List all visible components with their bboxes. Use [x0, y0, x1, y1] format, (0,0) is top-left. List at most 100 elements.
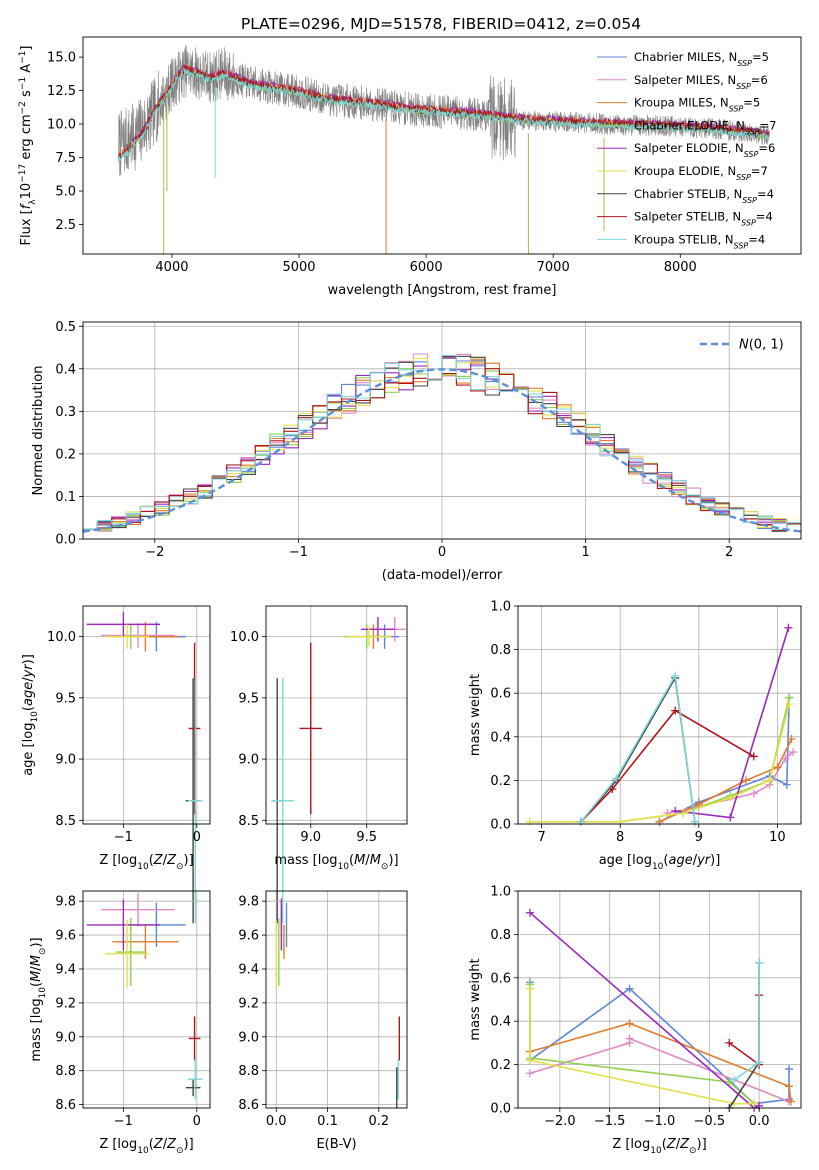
x-tick-label: 5000	[282, 260, 315, 275]
axes-frame	[82, 36, 802, 255]
errorbar-point-kroupa-stelib	[187, 1058, 203, 1100]
y-tick-label: 9.2	[238, 996, 259, 1011]
x-tick-label: −1.0	[644, 1114, 676, 1129]
series-marker	[525, 908, 534, 917]
x-tick-label: −2	[145, 545, 164, 560]
y-tick-label: 8.8	[55, 1064, 76, 1079]
series-marker	[576, 817, 585, 826]
y-tick-label: 2.5	[55, 218, 76, 233]
errorbar-point-salpeter-elodie	[361, 617, 395, 642]
y-tick-label: 9.8	[55, 895, 76, 910]
y-tick-label: 10.0	[47, 630, 76, 645]
mass-vs-metallicity-panel: −1 0 8.6 8.8 9.0 9.2 9.4 9.6 9.8 Z [log10(Z/Z⊙)] m…	[29, 890, 211, 1156]
series-marker	[730, 1075, 739, 1084]
series-marker	[785, 1082, 794, 1091]
series-marker	[755, 1058, 764, 1067]
y-tick-label: 10.0	[47, 118, 76, 133]
series-marker	[741, 776, 750, 785]
x-tick-label: 10	[769, 830, 786, 845]
x-tick-label: −2.0	[544, 1114, 576, 1129]
series-line	[529, 912, 760, 1109]
series-line	[580, 673, 696, 823]
mass-weight-series-chabrier-elodie	[525, 693, 794, 826]
legend-label-kroupa-miles: Kroupa MILES, NSSP=5	[634, 96, 760, 114]
y-tick-label: 15.0	[47, 51, 76, 66]
grid-lines	[266, 891, 407, 1108]
y-tick-label: 9.6	[238, 929, 259, 944]
mass-vs-ebv-panel: 0.0 0.1 0.2 8.6 8.8 9.0 9.2 9.4 9.6 9.8 E(B-V)	[238, 890, 408, 1152]
y-tick-label: 0.0	[490, 818, 511, 833]
x-axis-label: age [log10(age/yr)]	[599, 853, 721, 872]
plot-content	[82, 353, 802, 533]
series-line	[529, 988, 755, 1105]
y-tick-label: 9.4	[55, 962, 76, 977]
mass-weight-series-kroupa-stelib	[576, 671, 699, 826]
series-marker	[725, 1038, 734, 1047]
series-marker	[655, 817, 664, 826]
series-marker	[789, 748, 798, 757]
y-tick-label: 0.5	[55, 320, 76, 335]
y-tick-label: 0.6	[490, 687, 511, 702]
y-tick-label: 9.2	[55, 996, 76, 1011]
age-vs-mass-panel: 9.0 9.5 8.5 9.0 9.5 10.0 mass [log10(M/M⊙)]	[230, 605, 408, 924]
series-marker	[671, 671, 680, 680]
y-tick-label: 0.3	[55, 405, 76, 420]
series-line	[675, 627, 790, 819]
series-marker	[608, 785, 617, 794]
series-line	[529, 697, 790, 823]
y-tick-label: 9.4	[238, 962, 259, 977]
y-tick-label: 10.0	[230, 630, 259, 645]
y-axis-label: mass weight	[468, 958, 483, 1040]
plot-content	[271, 617, 406, 924]
y-tick-label: 1.0	[490, 600, 511, 615]
y-tick-label: 0.6	[490, 971, 511, 986]
age-vs-metallicity-panel: −1 0 8.5 9.0 9.5 10.0 Z [log10(Z/Z⊙)] age [log1…	[21, 605, 211, 924]
x-axis-label: Z [log10(Z/Z⊙)]	[612, 1137, 706, 1156]
spectrum-panel: 4000 5000 6000 7000 8000 2.5 5.0 7.5 10.0 12.5 15.…	[18, 36, 802, 298]
grid-lines	[83, 606, 210, 824]
y-tick-label: 9.0	[55, 1030, 76, 1045]
legend-label-salpeter-stelib: Salpeter STELIB, NSSP=4	[634, 210, 773, 228]
x-tick-label: 0.0	[266, 1114, 287, 1129]
y-tick-label: 1.0	[490, 885, 511, 900]
series-marker	[725, 1077, 734, 1086]
x-tick-label: 7	[537, 830, 545, 845]
y-tick-label: 0.0	[490, 1102, 511, 1117]
mass-weight-series-kroupa-miles	[655, 734, 796, 826]
y-tick-label: 0.2	[490, 1058, 511, 1073]
series-line	[728, 995, 760, 1067]
series-line	[659, 697, 790, 823]
x-tick-label: 0	[193, 1114, 201, 1129]
series-marker	[525, 984, 534, 993]
errorbar-point-salpeter-stelib	[188, 1016, 201, 1061]
series-marker	[525, 1069, 534, 1078]
x-tick-label: −1	[114, 830, 133, 845]
grid-lines	[266, 606, 407, 824]
x-tick-label: 9	[695, 830, 703, 845]
x-tick-label: 9.5	[356, 830, 377, 845]
axes-frame	[517, 605, 802, 825]
axes-frame	[265, 890, 408, 1109]
x-tick-label: 0	[438, 545, 446, 560]
x-tick-label: −1	[114, 1114, 133, 1129]
legend-label-kroupa-stelib: Kroupa STELIB, NSSP=4	[634, 232, 765, 250]
y-tick-label: 0.0	[55, 533, 76, 548]
series-marker	[726, 813, 735, 822]
series-marker	[690, 817, 699, 826]
series-marker	[671, 706, 680, 715]
y-tick-label: 0.8	[490, 928, 511, 943]
y-tick-label: 0.4	[490, 730, 511, 745]
y-tick-label: 8.8	[238, 1064, 259, 1079]
x-tick-label: 0.0	[749, 1114, 770, 1129]
series-marker	[726, 793, 735, 802]
x-tick-label: 6000	[410, 260, 443, 275]
y-tick-label: 8.6	[238, 1098, 259, 1113]
series-marker	[787, 1097, 796, 1106]
spectrum-legend: Chabrier MILES, NSSP=5 Salpeter MILES, NS…	[597, 50, 776, 250]
y-tick-label: 0.4	[55, 362, 76, 377]
y-tick-label: 9.8	[238, 895, 259, 910]
x-tick-label: 7000	[537, 260, 570, 275]
mass-weight-series-chabrier-miles	[655, 693, 794, 826]
y-tick-label: 0.4	[490, 1015, 511, 1030]
x-tick-label: 8000	[664, 260, 697, 275]
